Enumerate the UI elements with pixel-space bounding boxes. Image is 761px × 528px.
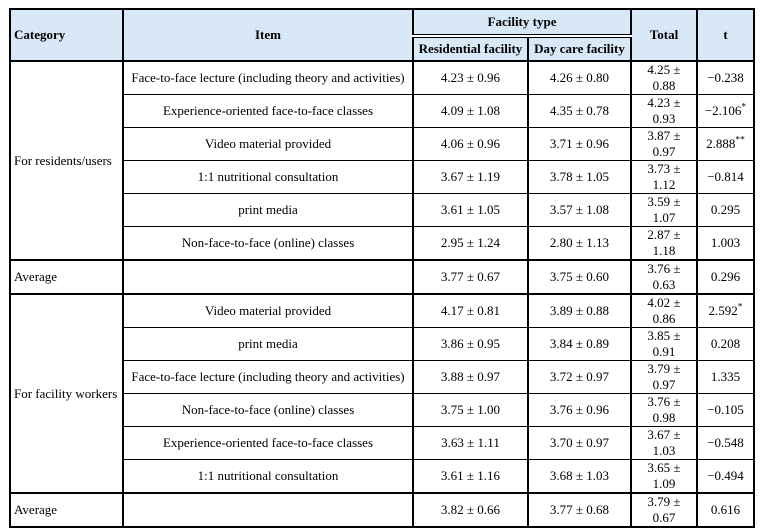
t-value: 1.003 <box>696 226 755 261</box>
daycare-value: 4.26 ± 0.80 <box>527 60 632 95</box>
statistics-table: Category Item Facility type Total t Resi… <box>9 8 755 528</box>
daycare-value: 3.72 ± 0.97 <box>527 360 632 394</box>
daycare-value: 4.35 ± 0.78 <box>527 94 632 128</box>
item-cell: Non-face-to-face (online) classes <box>122 393 414 427</box>
item-cell: Face-to-face lecture (including theory a… <box>122 60 414 95</box>
t-value: −0.105 <box>696 393 755 427</box>
item-cell: print media <box>122 193 414 227</box>
daycare-value: 2.80 ± 1.13 <box>527 226 632 261</box>
total-value: 3.67 ± 1.03 <box>630 426 698 460</box>
total-value: 3.85 ± 0.91 <box>630 327 698 361</box>
daycare-value: 3.78 ± 1.05 <box>527 160 632 194</box>
daycare-value: 3.76 ± 0.96 <box>527 393 632 427</box>
average-row: Average 3.82 ± 0.66 3.77 ± 0.68 3.79 ± 0… <box>9 492 755 528</box>
residential-value: 3.86 ± 0.95 <box>412 327 529 361</box>
total-value: 3.79 ± 0.67 <box>630 492 698 528</box>
col-header-facility-type: Facility type <box>412 8 632 38</box>
col-header-t: t <box>696 8 755 62</box>
t-value: 2.888** <box>696 127 755 161</box>
residential-value: 3.67 ± 1.19 <box>412 160 529 194</box>
total-value: 4.25 ± 0.88 <box>630 60 698 95</box>
header-row-2: Residential facility Day care facility <box>10 35 754 62</box>
t-value: 0.295 <box>696 193 755 227</box>
total-value: 4.02 ± 0.86 <box>630 293 698 328</box>
item-cell: 1:1 nutritional consultation <box>122 160 414 194</box>
table-row: For residents/users Face-to-face lecture… <box>9 60 755 261</box>
table-row: Video material provided 4.06 ± 0.96 3.71… <box>10 127 755 161</box>
average-row: Average 3.77 ± 0.67 3.75 ± 0.60 3.76 ± 0… <box>9 259 755 295</box>
average-label-cell: Average <box>9 492 124 528</box>
t-value: −0.238 <box>696 60 755 95</box>
item-cell-empty <box>122 492 414 528</box>
daycare-value: 3.89 ± 0.88 <box>527 293 632 328</box>
t-value: −0.494 <box>696 459 755 494</box>
item-cell: Experience-oriented face-to-face classes <box>122 426 414 460</box>
t-value: −2.106* <box>696 94 755 128</box>
total-value: 3.76 ± 0.98 <box>630 393 698 427</box>
residential-value: 4.17 ± 0.81 <box>412 293 529 328</box>
item-cell: Experience-oriented face-to-face classes <box>122 94 414 128</box>
item-cell: Non-face-to-face (online) classes <box>122 226 414 261</box>
total-value: 4.23 ± 0.93 <box>630 94 698 128</box>
category-cell-residents: For residents/users <box>9 60 124 261</box>
daycare-value: 3.68 ± 1.03 <box>527 459 632 494</box>
residential-value: 3.75 ± 1.00 <box>412 393 529 427</box>
residential-value: 4.09 ± 1.08 <box>412 94 529 128</box>
col-header-category: Category <box>9 8 124 62</box>
residential-value: 4.23 ± 0.96 <box>412 60 529 95</box>
item-cell: Face-to-face lecture (including theory a… <box>122 360 414 394</box>
daycare-value: 3.71 ± 0.96 <box>527 127 632 161</box>
total-value: 3.73 ± 1.12 <box>630 160 698 194</box>
total-value: 3.76 ± 0.63 <box>630 259 698 295</box>
item-cell: Video material provided <box>122 293 414 328</box>
t-value: 1.335 <box>696 360 755 394</box>
item-cell-empty <box>122 259 414 295</box>
residential-value: 4.06 ± 0.96 <box>412 127 529 161</box>
category-cell-workers: For facility workers <box>9 293 124 494</box>
residential-value: 3.63 ± 1.11 <box>412 426 529 460</box>
total-value: 2.87 ± 1.18 <box>630 226 698 261</box>
significance-marker: ** <box>735 135 745 146</box>
col-header-residential-facility: Residential facility <box>412 35 529 62</box>
daycare-value: 3.77 ± 0.68 <box>527 492 632 528</box>
table-row: Experience-oriented face-to-face classes… <box>10 94 755 128</box>
daycare-value: 3.75 ± 0.60 <box>527 259 632 295</box>
residential-value: 3.82 ± 0.66 <box>412 492 529 528</box>
t-value: 0.616 <box>696 492 755 528</box>
residential-value: 3.61 ± 1.16 <box>412 459 529 494</box>
col-header-item: Item <box>122 8 414 62</box>
t-value: −0.548 <box>696 426 755 460</box>
t-value: −0.814 <box>696 160 755 194</box>
total-value: 3.87 ± 0.97 <box>630 127 698 161</box>
residential-value: 2.95 ± 1.24 <box>412 226 529 261</box>
total-value: 3.79 ± 0.97 <box>630 360 698 394</box>
daycare-value: 3.57 ± 1.08 <box>527 193 632 227</box>
significance-marker: * <box>737 302 743 313</box>
table-row: For facility workers Video material prov… <box>9 293 755 494</box>
header-row-1: Category Item Facility type Total t <box>9 8 755 62</box>
document-page: Category Item Facility type Total t Resi… <box>9 8 755 528</box>
col-header-total: Total <box>630 8 698 62</box>
item-cell: Video material provided <box>122 127 414 161</box>
significance-marker: * <box>741 102 747 113</box>
average-label-cell: Average <box>9 259 124 295</box>
item-cell: 1:1 nutritional consultation <box>122 459 414 494</box>
residential-value: 3.77 ± 0.67 <box>412 259 529 295</box>
t-value: 0.296 <box>696 259 755 295</box>
daycare-value: 3.84 ± 0.89 <box>527 327 632 361</box>
daycare-value: 3.70 ± 0.97 <box>527 426 632 460</box>
col-header-day-care-facility: Day care facility <box>527 35 632 62</box>
t-value: 0.208 <box>696 327 755 361</box>
residential-value: 3.61 ± 1.05 <box>412 193 529 227</box>
table-row: print media 3.61 ± 1.05 3.57 ± 1.08 3.59… <box>10 193 755 227</box>
table-row: Non-face-to-face (online) classes 2.95 ±… <box>10 226 755 261</box>
residential-value: 3.88 ± 0.97 <box>412 360 529 394</box>
total-value: 3.65 ± 1.09 <box>630 459 698 494</box>
item-cell: print media <box>122 327 414 361</box>
total-value: 3.59 ± 1.07 <box>630 193 698 227</box>
t-value: 2.592* <box>696 293 755 328</box>
table-row: Face-to-face lecture (including theory a… <box>10 360 755 394</box>
